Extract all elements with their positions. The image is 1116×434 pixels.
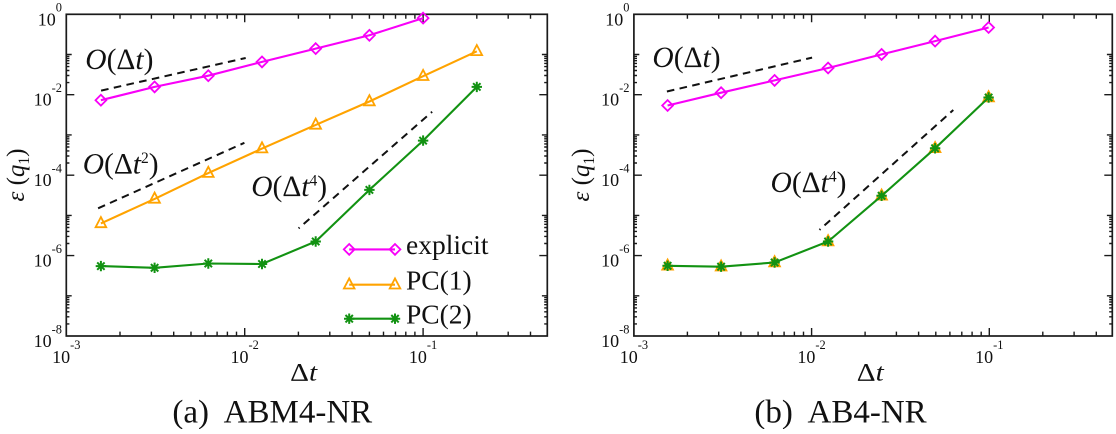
svg-text:PC(1): PC(1) xyxy=(406,264,472,295)
svg-text:(b) AB4-NR: (b) AB4-NR xyxy=(754,395,926,429)
svg-text:PC(2): PC(2) xyxy=(406,298,472,329)
svg-text:(a) ABM4-NR: (a) ABM4-NR xyxy=(172,395,372,429)
svg-text:ε (q1): ε (q1) xyxy=(3,148,33,201)
svg-text:explicit: explicit xyxy=(406,229,489,260)
svg-text:O(Δt): O(Δt) xyxy=(85,44,153,76)
svg-text:Δt: Δt xyxy=(290,357,318,386)
svg-text:ε (q1): ε (q1) xyxy=(568,148,598,201)
svg-text:O(Δt): O(Δt) xyxy=(652,42,720,74)
svg-text:O(Δt4): O(Δt4) xyxy=(771,167,847,199)
svg-text:Δt: Δt xyxy=(857,357,885,386)
